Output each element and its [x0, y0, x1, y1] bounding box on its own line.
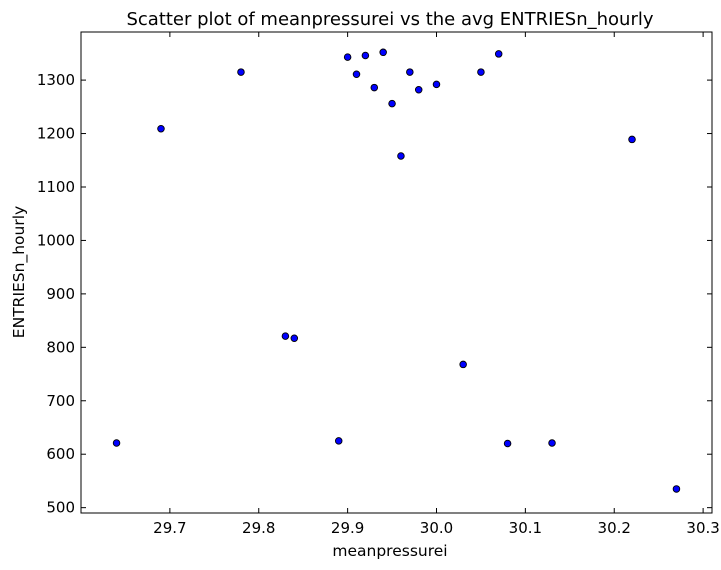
- x-tick-label: 29.8: [242, 519, 275, 537]
- y-tick-label: 1100: [37, 178, 75, 196]
- y-tick-label: 600: [46, 445, 75, 463]
- y-axis-label: ENTRIESn_hourly: [10, 206, 29, 338]
- data-point: [432, 80, 441, 89]
- y-tick-label: 700: [46, 392, 75, 410]
- data-points: [112, 48, 681, 493]
- y-tick-label: 500: [46, 499, 75, 517]
- y-tick-label: 800: [46, 338, 75, 356]
- data-point: [361, 51, 370, 60]
- data-point: [628, 135, 636, 144]
- data-point: [494, 50, 503, 58]
- x-tick-label: 29.9: [331, 519, 364, 537]
- data-point: [334, 437, 343, 445]
- x-tick-label: 30.1: [509, 519, 542, 537]
- x-tick-label: 30.2: [598, 519, 631, 537]
- data-point: [352, 70, 361, 78]
- y-tick-label: 1200: [37, 125, 75, 143]
- data-point: [503, 439, 512, 448]
- data-point: [548, 439, 556, 447]
- x-axis-ticks: 29.7 29.8 29.9 30.0 30.1 30.2 30.3: [153, 32, 720, 537]
- data-point: [281, 332, 290, 340]
- data-point: [370, 83, 379, 92]
- data-point: [459, 360, 467, 369]
- data-point: [406, 68, 414, 76]
- data-point: [237, 68, 245, 76]
- y-axis-ticks: 500 600 700 800 900 1000 1100 1200 1300: [37, 71, 712, 517]
- x-tick-label: 29.7: [153, 519, 186, 537]
- plot-frame: [80, 31, 713, 514]
- data-point: [414, 85, 423, 94]
- data-point: [477, 68, 485, 76]
- y-tick-label: 1300: [37, 71, 75, 89]
- y-tick-label: 900: [46, 285, 75, 303]
- y-tick-label: 1000: [37, 231, 75, 249]
- data-point: [388, 99, 396, 108]
- x-tick-label: 30.3: [686, 519, 719, 537]
- data-point: [397, 152, 405, 160]
- x-tick-label: 30.0: [420, 519, 453, 537]
- data-point: [343, 53, 352, 61]
- data-point: [112, 439, 121, 447]
- x-axis-label: meanpressurei: [332, 542, 447, 560]
- data-point: [672, 485, 681, 493]
- data-point: [290, 334, 299, 342]
- chart-title: Scatter plot of meanpressurei vs the avg…: [126, 9, 653, 30]
- data-point: [379, 48, 387, 57]
- data-point: [157, 124, 165, 133]
